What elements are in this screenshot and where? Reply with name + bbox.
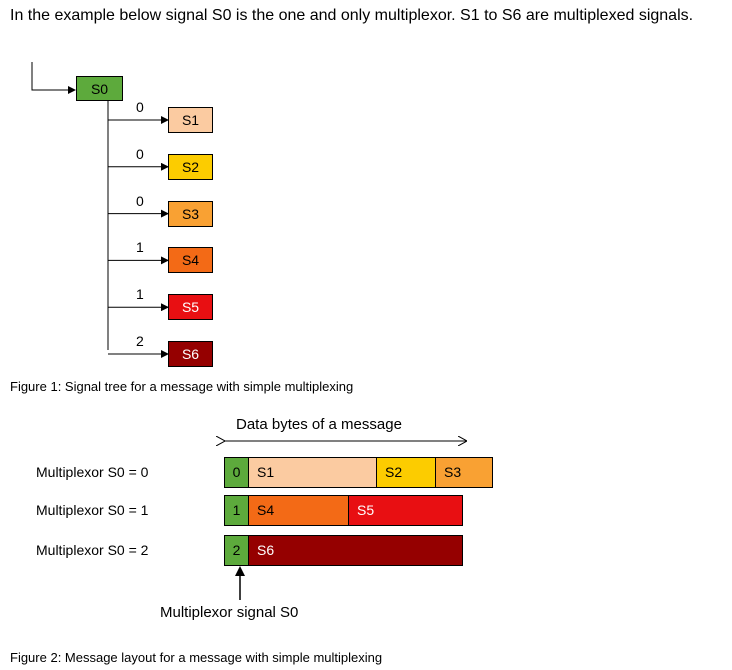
segment-label: S4	[257, 502, 275, 518]
segment-label: S2	[385, 464, 403, 480]
signal-tree-lines	[31, 62, 169, 358]
segment-s5: S5	[348, 495, 463, 526]
mux-value-label: 2	[232, 542, 241, 558]
multiplexor-s0-box: S0	[76, 76, 123, 101]
signal-box-label: S5	[181, 299, 200, 316]
multiplexor-signal-label: Multiplexor signal S0	[160, 604, 299, 621]
figure1-caption: Figure 1: Signal tree for a message with…	[10, 379, 354, 394]
branch-value-label: 0	[136, 145, 144, 162]
mux-value-cell: 2	[224, 535, 249, 566]
segment-s2: S2	[376, 457, 436, 488]
signal-box-label: S3	[181, 205, 200, 222]
multiplexor-condition-label: Multiplexor S0 = 2	[36, 542, 149, 558]
segment-s6: S6	[248, 535, 463, 566]
intro-text: In the example below signal S0 is the on…	[10, 7, 694, 24]
segment-label: S6	[257, 542, 275, 558]
segment-s4: S4	[248, 495, 349, 526]
branch-value-label: 0	[136, 99, 144, 115]
multiplexor-condition-label: Multiplexor S0 = 1	[36, 502, 149, 518]
mux-value-label: 0	[232, 464, 241, 480]
branch-value-label: 1	[136, 239, 144, 256]
signal-box-s6: S6	[168, 341, 213, 367]
segment-label: S1	[257, 464, 275, 480]
signal-box-s5: S5	[168, 294, 213, 321]
signal-box-label: S6	[181, 346, 200, 362]
mux-value-label: 1	[232, 502, 241, 518]
segment-s3: S3	[435, 457, 493, 488]
branch-value-label: 1	[136, 286, 144, 303]
mux-value-cell: 0	[224, 457, 249, 488]
signal-box-s2: S2	[168, 153, 213, 180]
figure2-caption: Figure 2: Message layout for a message w…	[10, 650, 383, 665]
multiplexor-condition-label: Multiplexor S0 = 0	[36, 464, 149, 480]
mux-value-cell: 1	[224, 495, 249, 526]
multiplexor-s0-label: S0	[90, 80, 109, 97]
signal-box-s1: S1	[168, 107, 213, 133]
signal-box-label: S2	[181, 158, 200, 175]
signal-box-s4: S4	[168, 247, 213, 274]
branch-value-label: 2	[136, 333, 144, 349]
signal-box-label: S1	[181, 112, 200, 128]
branch-value-label: 0	[136, 192, 144, 209]
signal-box-label: S4	[181, 252, 200, 269]
data-bytes-header: Data bytes of a message	[236, 416, 402, 433]
segment-s1: S1	[248, 457, 377, 488]
signal-box-s3: S3	[168, 200, 213, 227]
segment-label: S5	[357, 502, 375, 518]
segment-label: S3	[444, 464, 462, 480]
